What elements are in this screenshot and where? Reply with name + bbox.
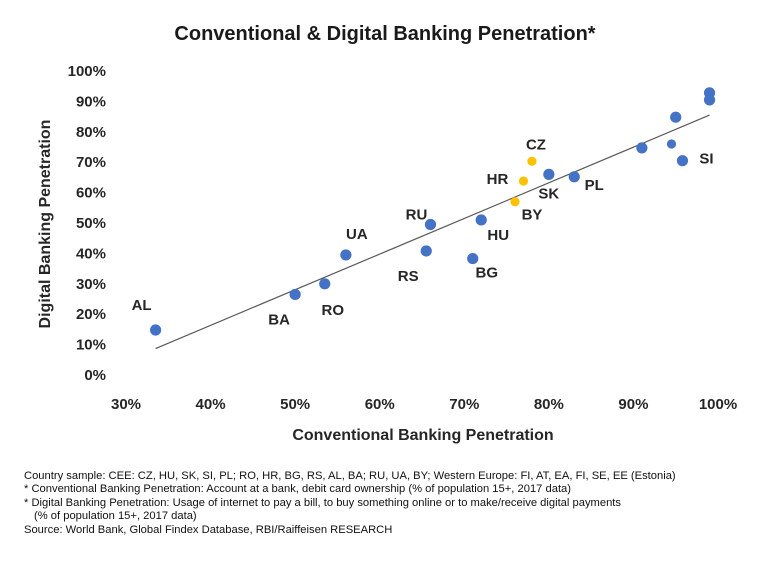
- data-point-cz: [527, 156, 537, 166]
- data-point-bg: [467, 252, 479, 265]
- note-digital-definition-cont: (% of population 15+, 2017 data): [34, 510, 197, 523]
- data-point: [670, 111, 682, 123]
- point-label-rs: RS: [398, 268, 419, 285]
- note-country-sample: Country sample: CEE: CZ, HU, SK, SI, PL;…: [24, 470, 676, 482]
- y-axis-label: Digital Banking Penetration: [37, 120, 54, 329]
- data-point-rs: [420, 245, 432, 257]
- x-axis-label: Conventional Banking Penetration: [292, 427, 553, 444]
- x-tick-label: 70%: [449, 396, 479, 413]
- data-point-ru: [424, 218, 437, 231]
- point-label-hr: HR: [487, 171, 509, 188]
- data-point-ua: [340, 249, 352, 261]
- note-digital-definition: * Digital Banking Penetration: Usage of …: [24, 496, 622, 509]
- x-tick-label: 100%: [699, 396, 737, 413]
- y-tick-label: 0%: [84, 367, 106, 384]
- y-tick-label: 30%: [76, 276, 106, 293]
- y-tick-label: 20%: [76, 306, 106, 323]
- trend-line: [155, 114, 710, 350]
- x-tick-label: 60%: [365, 396, 395, 413]
- chart-title: Conventional & Digital Banking Penetrati…: [174, 23, 595, 45]
- y-tick-label: 10%: [76, 337, 106, 354]
- y-tick-label: 100%: [68, 63, 106, 80]
- data-point-hr: [518, 176, 529, 186]
- point-label-si: SI: [699, 151, 713, 168]
- y-tick-label: 50%: [76, 215, 106, 232]
- point-label-cz: CZ: [526, 136, 546, 153]
- data-point-hu: [475, 214, 487, 226]
- x-tick-label: 90%: [618, 396, 648, 413]
- point-label-hu: HU: [487, 227, 509, 244]
- note-conventional-definition: * Conventional Banking Penetration: Acco…: [24, 483, 572, 496]
- data-point-pl: [568, 171, 580, 183]
- data-point-by: [510, 197, 520, 207]
- point-label-bg: BG: [475, 265, 498, 282]
- data-point: [636, 142, 648, 154]
- data-point-ba: [289, 288, 301, 301]
- data-point-ro: [319, 278, 331, 290]
- note-source: Source: World Bank, Global Findex Databa…: [24, 523, 393, 536]
- chart-notes: Country sample: CEE: CZ, HU, SK, SI, PL;…: [24, 470, 764, 537]
- y-tick-label: 90%: [76, 93, 106, 110]
- x-tick-label: 80%: [534, 396, 564, 413]
- point-label-ua: UA: [346, 226, 368, 243]
- data-point-al: [150, 324, 162, 336]
- scatter-chart: Conventional & Digital Banking Penetrati…: [37, 23, 737, 444]
- y-tick-label: 40%: [76, 245, 106, 262]
- y-tick-label: 70%: [76, 154, 106, 171]
- y-tick-label: 60%: [76, 185, 106, 202]
- x-tick-label: 30%: [111, 396, 141, 413]
- data-point-si: [676, 155, 689, 167]
- point-label-al: AL: [132, 297, 152, 314]
- point-label-pl: PL: [585, 177, 604, 194]
- point-label-sk: SK: [538, 185, 559, 202]
- point-label-ba: BA: [268, 311, 290, 328]
- y-tick-label: 80%: [76, 124, 106, 141]
- data-point: [703, 87, 716, 99]
- point-label-ro: RO: [321, 302, 344, 319]
- data-point: [666, 139, 677, 149]
- x-tick-label: 40%: [196, 396, 226, 413]
- point-label-by: BY: [522, 207, 543, 224]
- data-point-sk: [543, 168, 555, 180]
- point-label-ru: RU: [406, 207, 428, 224]
- x-tick-label: 50%: [280, 396, 310, 413]
